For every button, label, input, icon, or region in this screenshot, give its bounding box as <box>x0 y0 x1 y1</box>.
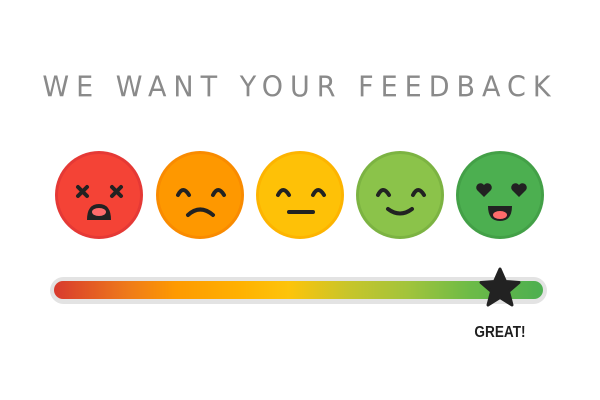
rating-label: GREAT! <box>474 324 526 341</box>
neutral-face-icon <box>256 151 344 239</box>
rating-slider-track[interactable] <box>50 277 547 304</box>
face-sad-button[interactable] <box>155 150 245 240</box>
smile-face-icon <box>356 151 444 239</box>
emoji-rating-row <box>0 150 600 242</box>
rating-gradient <box>54 281 543 299</box>
face-smile-button[interactable] <box>355 150 445 240</box>
face-dead-button[interactable] <box>54 150 144 240</box>
face-love-button[interactable] <box>455 150 545 240</box>
heart-eyes-face-icon <box>456 151 544 239</box>
face-neutral-button[interactable] <box>255 150 345 240</box>
dizzy-face-icon <box>55 151 143 239</box>
page-title: WE WANT YOUR FEEDBACK <box>42 71 558 104</box>
sad-face-icon <box>156 151 244 239</box>
star-icon[interactable] <box>478 266 522 310</box>
